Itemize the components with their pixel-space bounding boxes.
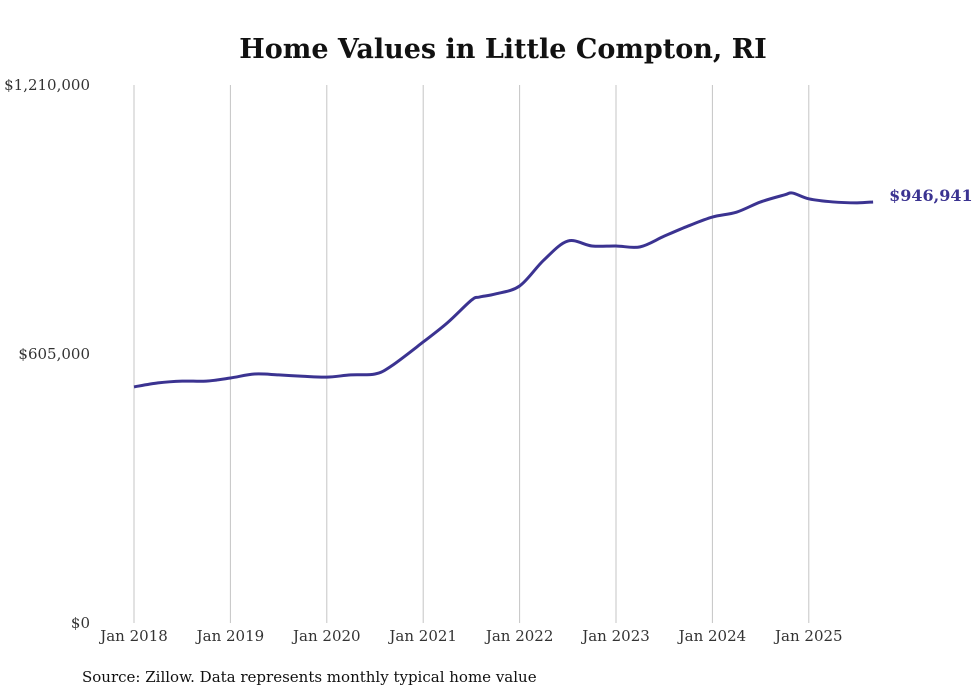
x-tick-label: Jan 2020 bbox=[291, 627, 361, 645]
y-tick-label: $1,210,000 bbox=[4, 76, 90, 94]
x-tick-label: Jan 2018 bbox=[98, 627, 168, 645]
y-tick-label: $605,000 bbox=[18, 345, 90, 363]
series-line bbox=[133, 191, 874, 389]
x-tick-label: Jan 2022 bbox=[484, 627, 554, 645]
x-tick-label: Jan 2024 bbox=[677, 627, 747, 645]
x-tick-label: Jan 2023 bbox=[580, 627, 650, 645]
y-tick-label: $0 bbox=[71, 614, 90, 632]
x-tick-label: Jan 2019 bbox=[195, 627, 265, 645]
source-note: Source: Zillow. Data represents monthly … bbox=[82, 668, 537, 686]
x-tick-label: Jan 2021 bbox=[387, 627, 457, 645]
x-tick-label: Jan 2025 bbox=[773, 627, 843, 645]
chart-title: Home Values in Little Compton, RI bbox=[239, 34, 767, 65]
end-value-label: $946,941 bbox=[889, 186, 973, 205]
